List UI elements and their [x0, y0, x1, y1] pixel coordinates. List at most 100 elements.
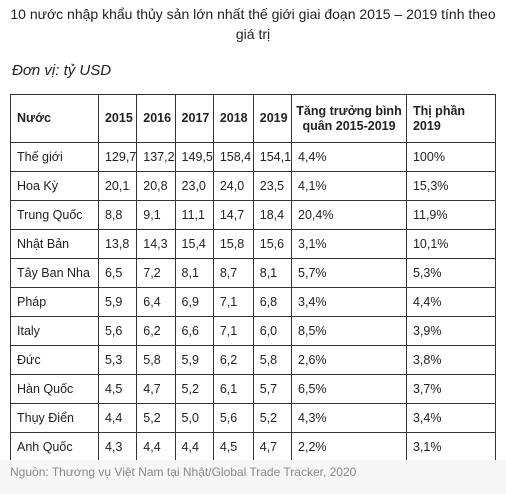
table-cell: 5,7%	[291, 258, 407, 288]
table-cell: 8,5%	[291, 316, 407, 346]
table-cell: 5,6	[97, 316, 138, 346]
table-cell: 15,4	[174, 229, 214, 259]
table-row: Nhật Bản 13,8 14,3 15,4 15,8 15,6 3,1% 10,1%	[10, 229, 497, 259]
table-cell: Pháp	[10, 287, 99, 317]
table-cell: 3,9%	[405, 316, 497, 346]
table-cell: 7,1	[212, 287, 254, 317]
table-cell: 3,7%	[405, 374, 497, 404]
table-cell: 10,1%	[405, 229, 497, 259]
table-cell: 4,4	[97, 403, 138, 433]
table-cell: 8,7	[212, 258, 254, 288]
table-cell: 6,6	[174, 316, 214, 346]
table-cell: Italy	[10, 316, 99, 346]
table-cell: 5,9	[174, 345, 214, 375]
table-cell: 7,2	[136, 258, 176, 288]
table-cell: 5,3	[97, 345, 138, 375]
table-cell: 3,8%	[405, 345, 497, 375]
table-cell: Hàn Quốc	[10, 374, 99, 404]
table-cell: 5,3%	[405, 258, 497, 288]
header-cell: 2015	[97, 94, 138, 143]
table-cell: 154,1	[252, 142, 293, 172]
header-cell: 2019	[252, 94, 293, 143]
header-cell: Tăng trưởng bình quân 2015-2019	[291, 94, 407, 143]
table-row: Pháp 5,9 6,4 6,9 7,1 6,8 3,4% 4,4%	[10, 287, 497, 317]
table-cell: 6,1	[212, 374, 254, 404]
table-cell: 5,6	[212, 403, 254, 433]
header-cell: Thị phần 2019	[405, 94, 497, 143]
header-row: Nước 2015 2016 2017 2018 2019 Tăng trưởng bình…	[10, 94, 497, 143]
table-cell: 18,4	[252, 200, 293, 230]
table-row: Thế giới 129,7 137,2 149,5 158,4 154,1 4,4% 100…	[10, 142, 497, 172]
table-cell: 23,5	[252, 171, 293, 201]
table-cell: 6,8	[252, 287, 293, 317]
header-cell: Nước	[10, 94, 99, 143]
table-cell: 24,0	[212, 171, 254, 201]
table-cell: 13,8	[97, 229, 138, 259]
title: 10 nước nhập khẩu thủy sản lớn nhất thế …	[10, 6, 496, 42]
table-row: Hàn Quốc 4,5 4,7 5,2 6,1 5,7 6,5% 3,7%	[10, 374, 497, 404]
table-cell: 15,3%	[405, 171, 497, 201]
table-cell: 14,7	[212, 200, 254, 230]
table-cell: 5,2	[252, 403, 293, 433]
table-cell: 2,2%	[291, 432, 407, 462]
table-cell: 6,2	[136, 316, 176, 346]
table-cell: 4,4	[174, 432, 214, 462]
table-cell: Trung Quốc	[10, 200, 99, 230]
table-cell: Hoa Kỳ	[10, 171, 99, 201]
table-cell: 5,9	[97, 287, 138, 317]
table-cell: 3,4%	[291, 287, 407, 317]
table-cell: Anh Quốc	[10, 432, 99, 462]
table-row: Đức 5,3 5,8 5,9 6,2 5,8 2,6% 3,8%	[10, 345, 497, 375]
table-cell: 3,1%	[291, 229, 407, 259]
table-cell: 4,4	[136, 432, 176, 462]
table-cell: 7,1	[212, 316, 254, 346]
table-cell: 5,8	[136, 345, 176, 375]
header-cell: 2016	[136, 94, 176, 143]
table-cell: 6,5	[97, 258, 138, 288]
table-cell: 8,8	[97, 200, 138, 230]
table-cell: 4,7	[252, 432, 293, 462]
table-cell: 4,3%	[291, 403, 407, 433]
table-cell: 3,4%	[405, 403, 497, 433]
table-cell: 15,6	[252, 229, 293, 259]
table-cell: 149,5	[174, 142, 214, 172]
table-cell: 4,3	[97, 432, 138, 462]
header-cell: 2017	[174, 94, 214, 143]
table-cell: 23,0	[174, 171, 214, 201]
table-row: Anh Quốc 4,3 4,4 4,4 4,5 4,7 2,2% 3,1%	[10, 432, 497, 462]
table-cell: 20,8	[136, 171, 176, 201]
table-cell: 137,2	[136, 142, 176, 172]
table-cell: Thế giới	[10, 142, 99, 172]
table-cell: Tây Ban Nha	[10, 258, 99, 288]
table-cell: 5,0	[174, 403, 214, 433]
table-cell: 6,0	[252, 316, 293, 346]
table-row: Tây Ban Nha 6,5 7,2 8,1 8,7 8,1 5,7% 5,3%	[10, 258, 497, 288]
table-cell: 5,2	[136, 403, 176, 433]
unit: Đơn vị: tỷ USD	[12, 62, 112, 79]
table-cell: 6,4	[136, 287, 176, 317]
table-cell: 4,7	[136, 374, 176, 404]
table-cell: 100%	[405, 142, 497, 172]
header-cell: 2018	[212, 94, 254, 143]
data-table: Nước 2015 2016 2017 2018 2019 Tăng trưởng bình…	[10, 94, 497, 462]
table-cell: Đức	[10, 345, 99, 375]
table-cell: 6,2	[212, 345, 254, 375]
table-cell: 9,1	[136, 200, 176, 230]
table-cell: 4,5	[97, 374, 138, 404]
table-cell: 8,1	[174, 258, 214, 288]
table-cell: 4,1%	[291, 171, 407, 201]
table-cell: 4,4%	[291, 142, 407, 172]
table-cell: 14,3	[136, 229, 176, 259]
table-cell: Thụy Điển	[10, 403, 99, 433]
table-cell: 6,9	[174, 287, 214, 317]
table-cell: 6,5%	[291, 374, 407, 404]
table-cell: 3,1%	[405, 432, 497, 462]
table-cell: 20,4%	[291, 200, 407, 230]
table-cell: 5,8	[252, 345, 293, 375]
table-cell: 5,2	[174, 374, 214, 404]
table-row: Thụy Điển 4,4 5,2 5,0 5,6 5,2 4,3% 3,4%	[10, 403, 497, 433]
table-cell: 2,6%	[291, 345, 407, 375]
table-cell: 15,8	[212, 229, 254, 259]
table-cell: 158,4	[212, 142, 254, 172]
